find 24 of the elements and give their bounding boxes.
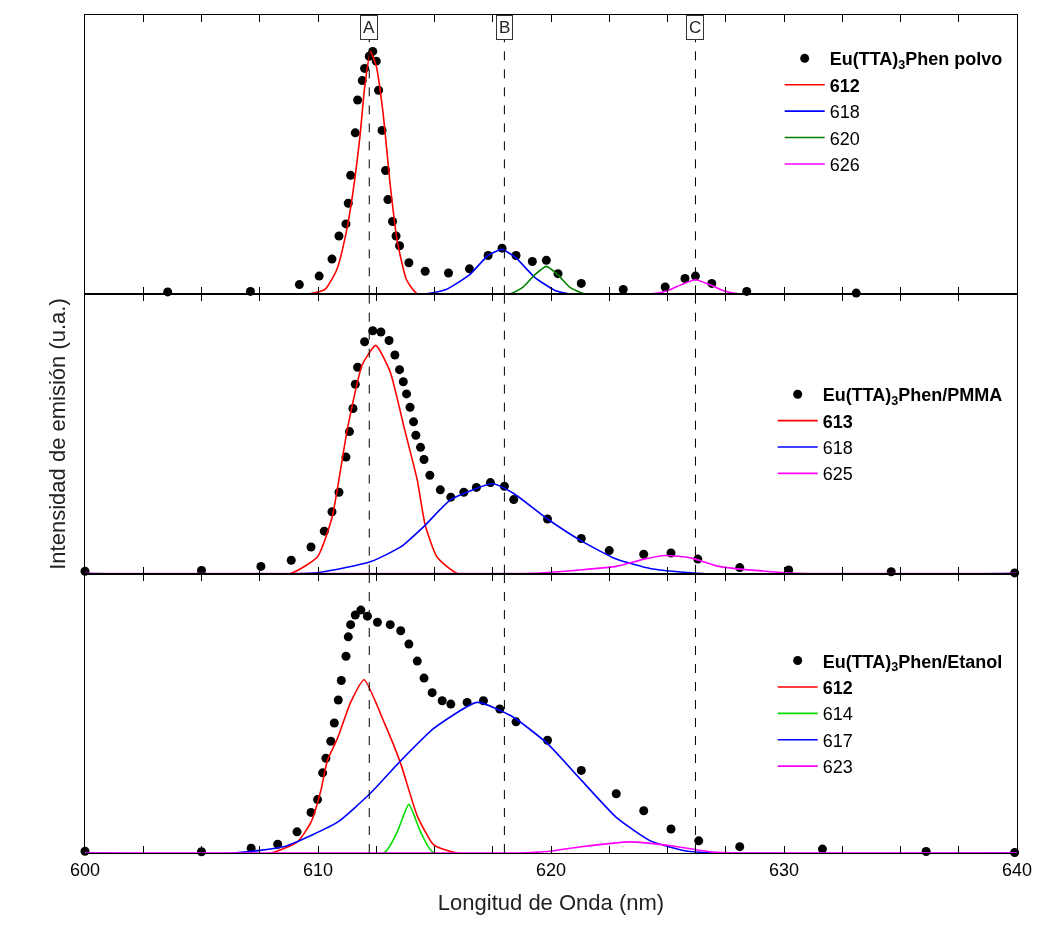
x-axis-title: Longitud de Onda (nm) [437, 889, 665, 915]
legend-label: 626 [829, 154, 860, 175]
x-tick-label: 620 [535, 859, 567, 880]
legend-label: 614 [822, 704, 853, 725]
legend-label: 612 [829, 75, 860, 96]
legend-label: Eu(TTA)$_{3}$Phen/Etanol [822, 651, 1003, 675]
legend-label: 617 [822, 730, 853, 751]
legend-label: 613 [822, 411, 853, 432]
ref-line-label: A [363, 18, 375, 37]
legend-label: 618 [822, 438, 853, 459]
x-tick-label: 630 [768, 859, 800, 880]
legend-label: 618 [829, 102, 860, 123]
x-tick-label: 600 [69, 859, 101, 880]
legend-label: Eu(TTA)$_{3}$Phen/PMMA [822, 385, 1003, 408]
x-tick-label: 610 [302, 859, 334, 880]
legend-label: 625 [822, 464, 853, 485]
ref-line-label: C [689, 18, 702, 37]
y-axis-title: Intensidad de emisión (u.a.) [44, 298, 70, 570]
x-tick-label: 640 [1001, 859, 1033, 880]
legend-label: 620 [829, 128, 860, 149]
legend-label: Eu(TTA)$_{3}$Phen polvo [829, 49, 1003, 73]
ref-line-label: B [499, 18, 511, 37]
legend-label: 623 [822, 757, 853, 778]
legend-label: 612 [822, 677, 853, 698]
